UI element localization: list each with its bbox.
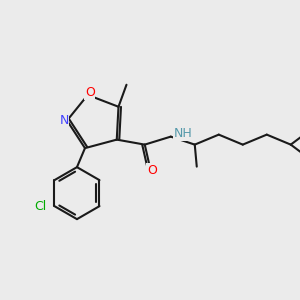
- Text: NH: NH: [174, 127, 193, 140]
- Text: O: O: [147, 164, 157, 177]
- Text: O: O: [85, 86, 95, 100]
- Text: Cl: Cl: [34, 200, 46, 213]
- Text: N: N: [59, 114, 69, 127]
